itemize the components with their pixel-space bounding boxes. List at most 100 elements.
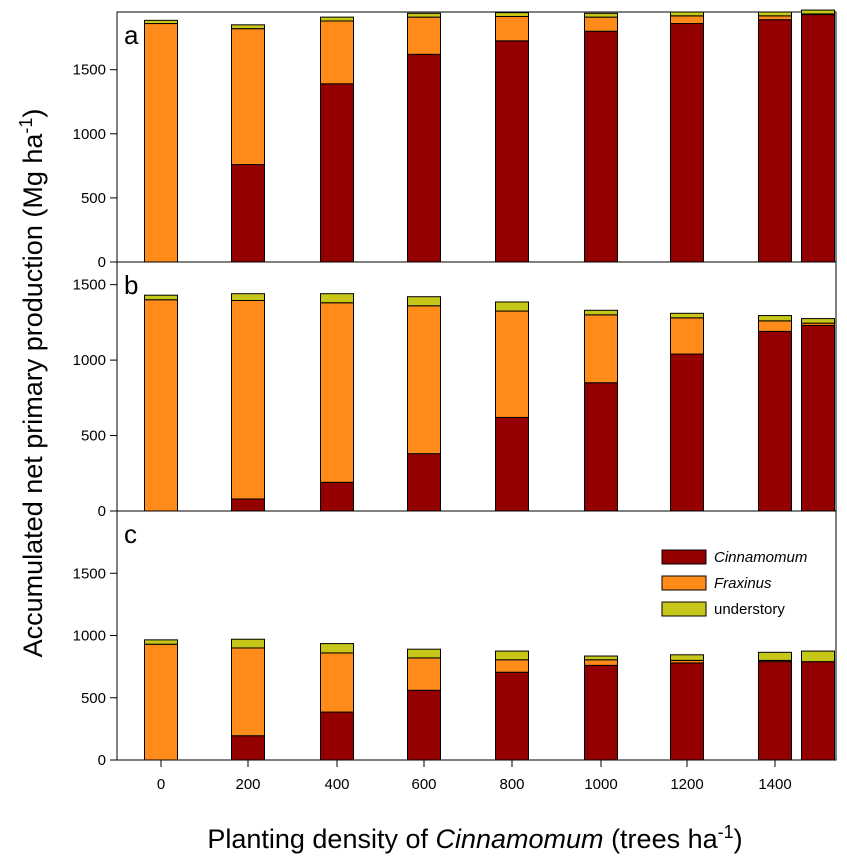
bar-fraxinus-600 — [407, 305, 441, 455]
bar-cinnamomum-600 — [407, 53, 441, 263]
bar-cinnamomum-1400 — [758, 330, 792, 512]
bar-fraxinus-200 — [231, 647, 265, 737]
bar-understory-1500 — [801, 9, 835, 15]
bar-understory-1400 — [758, 11, 792, 17]
bar-cinnamomum-400 — [320, 83, 354, 263]
x-tick-label: 1000 — [584, 776, 617, 793]
y-tick-label: 0 — [98, 254, 106, 271]
x-tick-label: 1200 — [670, 776, 703, 793]
legend-swatch-understory — [661, 601, 707, 617]
bar-cinnamomum-1500 — [801, 324, 835, 512]
bar-cinnamomum-200 — [231, 164, 265, 263]
y-tick-label: 0 — [98, 752, 106, 769]
bar-cinnamomum-1400 — [758, 19, 792, 263]
bar-fraxinus-1200 — [670, 317, 704, 355]
panel-c: 0 500 1000 1500 c — [73, 510, 837, 769]
y-tick-label: 1500 — [73, 62, 106, 79]
panel-frame — [116, 11, 837, 263]
bar-fraxinus-800 — [495, 659, 529, 673]
y-tick-label: 1000 — [73, 352, 106, 369]
y-tick-label: 0 — [98, 503, 106, 520]
bar-understory-600 — [407, 12, 441, 18]
bar-fraxinus-1000 — [584, 659, 618, 666]
bar-cinnamomum-1000 — [584, 382, 618, 512]
bar-cinnamomum-400 — [320, 711, 354, 761]
bar-fraxinus-1200 — [670, 15, 704, 25]
bar-cinnamomum-600 — [407, 689, 441, 761]
bar-fraxinus-400 — [320, 302, 354, 483]
legend: Cinnamomum Fraxinus understory — [661, 549, 807, 618]
y-tick-label: 500 — [81, 690, 106, 707]
bar-understory-200 — [231, 293, 265, 301]
bar-cinnamomum-1000 — [584, 664, 618, 761]
panel-label: c — [124, 519, 137, 549]
bar-fraxinus-200 — [231, 28, 265, 166]
bar-understory-1000 — [584, 655, 618, 661]
x-tick-label: 1400 — [758, 776, 791, 793]
bar-understory-0 — [144, 639, 178, 645]
bar-understory-400 — [320, 16, 354, 22]
y-tick-label: 1000 — [73, 628, 106, 645]
bar-fraxinus-1000 — [584, 16, 618, 32]
bar-fraxinus-800 — [495, 310, 529, 418]
bar-understory-1200 — [670, 312, 704, 319]
bar-cinnamomum-1500 — [801, 14, 835, 263]
bar-understory-400 — [320, 293, 354, 304]
bar-understory-1200 — [670, 11, 704, 17]
panel-b: 0 500 1000 1500 b — [73, 261, 837, 520]
bar-understory-200 — [231, 638, 265, 649]
bar-understory-1000 — [584, 12, 618, 18]
bar-understory-1000 — [584, 309, 618, 316]
bar-understory-1400 — [758, 651, 792, 661]
bar-fraxinus-600 — [407, 16, 441, 55]
bar-cinnamomum-1200 — [670, 353, 704, 512]
bar-understory-600 — [407, 296, 441, 307]
panel-a: 0 500 1000 1500 a — [73, 9, 837, 271]
bar-cinnamomum-1500 — [801, 661, 835, 761]
bar-fraxinus-1000 — [584, 314, 618, 384]
bar-fraxinus-600 — [407, 657, 441, 691]
legend-label-fraxinus: Fraxinus — [714, 575, 772, 592]
bar-cinnamomum-800 — [495, 671, 529, 761]
panel-label: b — [124, 270, 138, 300]
y-tick-label: 500 — [81, 190, 106, 207]
y-tick-label: 1500 — [73, 565, 106, 582]
bar-cinnamomum-200 — [231, 498, 265, 512]
legend-label-cinnamomum: Cinnamomum — [714, 549, 807, 566]
bar-cinnamomum-400 — [320, 481, 354, 512]
bar-fraxinus-0 — [144, 299, 178, 512]
x-axis: 0 200 400 600 800 1000 1200 1400 — [157, 760, 792, 793]
bar-fraxinus-0 — [144, 23, 178, 263]
y-tick-label: 500 — [81, 428, 106, 445]
bar-cinnamomum-800 — [495, 40, 529, 263]
bar-understory-1500 — [801, 318, 835, 324]
x-tick-label: 800 — [499, 776, 524, 793]
bar-cinnamomum-1200 — [670, 662, 704, 761]
bar-understory-1200 — [670, 654, 704, 661]
x-tick-label: 0 — [157, 776, 165, 793]
bar-fraxinus-800 — [495, 15, 529, 42]
x-tick-label: 400 — [324, 776, 349, 793]
bar-cinnamomum-1400 — [758, 661, 792, 761]
legend-swatch-cinnamomum — [661, 549, 707, 565]
legend-swatch-fraxinus — [661, 575, 707, 591]
panel-label: a — [124, 20, 139, 50]
bar-fraxinus-0 — [144, 643, 178, 761]
bar-cinnamomum-800 — [495, 416, 529, 512]
bar-cinnamomum-1200 — [670, 23, 704, 263]
bar-understory-0 — [144, 19, 178, 25]
bar-fraxinus-200 — [231, 299, 265, 500]
bar-fraxinus-400 — [320, 652, 354, 713]
bar-fraxinus-1400 — [758, 320, 792, 332]
x-tick-label: 600 — [411, 776, 436, 793]
bar-understory-0 — [144, 294, 178, 301]
bar-understory-200 — [231, 24, 265, 30]
y-tick-label: 1000 — [73, 126, 106, 143]
bar-understory-800 — [495, 650, 529, 661]
bar-cinnamomum-600 — [407, 453, 441, 512]
legend-label-understory: understory — [714, 601, 785, 618]
bar-understory-400 — [320, 643, 354, 654]
bar-fraxinus-400 — [320, 20, 354, 85]
